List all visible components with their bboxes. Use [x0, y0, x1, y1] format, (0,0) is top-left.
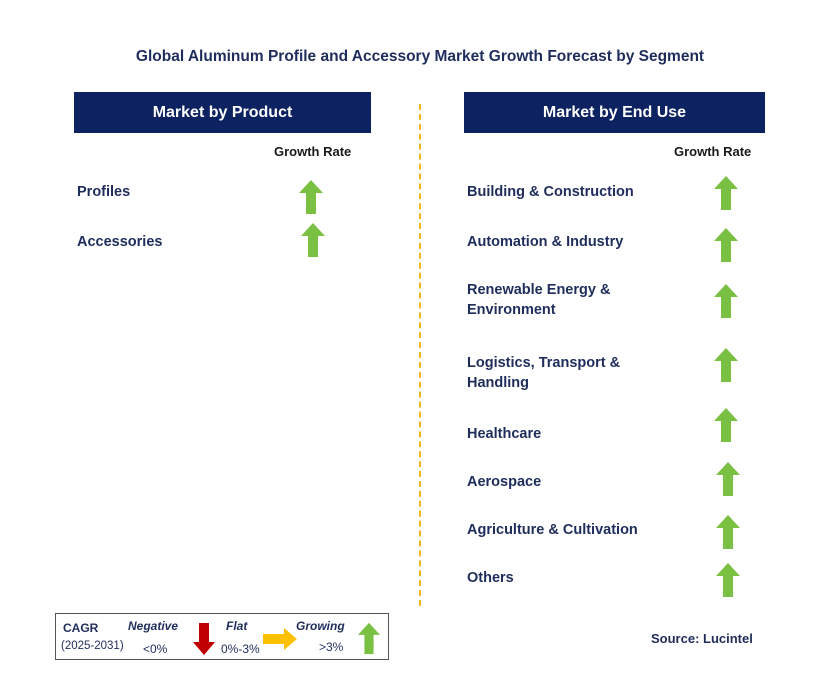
down-arrow-icon: [193, 623, 215, 655]
legend-box: CAGR (2025-2031) Negative <0% Flat 0%-3%…: [55, 613, 389, 660]
product-item-accessories: Accessories: [77, 234, 163, 250]
up-arrow-icon: [358, 622, 380, 655]
end-use-item-automation: Automation & Industry: [467, 234, 624, 250]
end-use-item-logistics-line1: Logistics, Transport &: [467, 355, 621, 371]
end-use-item-aerospace: Aerospace: [467, 474, 542, 490]
legend-flat-range: 0%-3%: [221, 642, 260, 656]
end-use-item-building: Building & Construction: [467, 184, 634, 200]
up-arrow-icon: [714, 176, 738, 210]
product-header: Market by Product: [74, 92, 371, 133]
right-arrow-icon: [263, 628, 297, 650]
legend-negative-range: <0%: [143, 642, 168, 656]
end-use-item-renewable: Renewable Energy & Environment: [467, 280, 610, 320]
source-note: Source: Lucintel: [651, 631, 753, 646]
legend-negative-label: Negative: [128, 619, 179, 633]
end-use-item-renewable-line2: Environment: [467, 302, 556, 318]
end-use-item-logistics-line2: Handling: [467, 375, 530, 391]
end-use-growth-rate-label: Growth Rate: [674, 144, 752, 159]
legend-period: (2025-2031): [61, 640, 124, 652]
up-arrow-icon: [301, 223, 325, 257]
up-arrow-icon: [714, 348, 738, 382]
up-arrow-icon: [716, 563, 740, 597]
up-arrow-icon: [714, 284, 738, 318]
end-use-item-agriculture: Agriculture & Cultivation: [467, 522, 638, 538]
chart-title: Global Aluminum Profile and Accessory Ma…: [135, 48, 705, 65]
legend-flat-label: Flat: [226, 619, 248, 633]
legend-growing-range: >3%: [319, 640, 344, 654]
up-arrow-icon: [299, 180, 323, 214]
up-arrow-icon: [716, 515, 740, 549]
legend-cagr-label: CAGR: [63, 621, 99, 635]
up-arrow-icon: [714, 408, 738, 442]
product-growth-rate-label: Growth Rate: [274, 144, 352, 159]
legend-growing-label: Growing: [296, 619, 345, 633]
end-use-item-others: Others: [467, 570, 514, 586]
end-use-header: Market by End Use: [464, 92, 765, 133]
product-item-profiles: Profiles: [77, 184, 131, 200]
end-use-item-renewable-line1: Renewable Energy &: [467, 282, 611, 298]
panel-divider: [419, 104, 421, 606]
up-arrow-icon: [714, 228, 738, 262]
end-use-item-healthcare: Healthcare: [467, 426, 542, 442]
up-arrow-icon: [716, 462, 740, 496]
end-use-item-logistics: Logistics, Transport & Handling: [467, 353, 620, 393]
